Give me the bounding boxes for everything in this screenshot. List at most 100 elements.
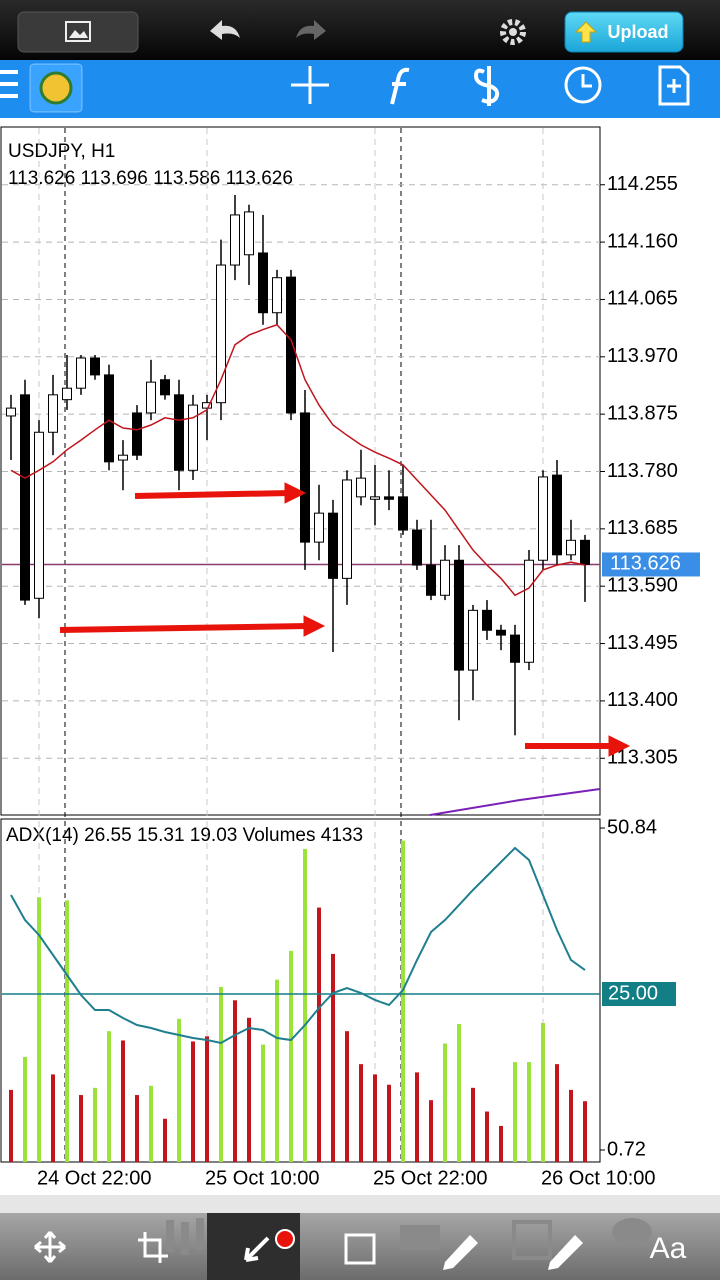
bottom-strip — [0, 1195, 720, 1213]
volume-bar — [107, 1031, 111, 1162]
candle-body — [20, 394, 30, 601]
x-tick-label: 24 Oct 22:00 — [37, 1167, 152, 1189]
volume-bar — [93, 1087, 97, 1162]
volume-bar — [513, 1062, 517, 1162]
candle-body — [104, 374, 114, 463]
arrow — [59, 623, 309, 633]
volume-bar — [121, 1040, 125, 1162]
comment-tool[interactable] — [612, 1218, 652, 1246]
gallery-icon — [65, 21, 91, 42]
list-tool[interactable] — [512, 1220, 552, 1260]
volume-bar — [373, 1074, 377, 1162]
candle-body — [174, 394, 184, 471]
volume-bar — [37, 897, 41, 1162]
crosshair-button[interactable] — [291, 66, 329, 104]
volume-bar — [331, 953, 335, 1162]
candle-body — [62, 387, 72, 401]
candle-body — [314, 512, 324, 543]
candle-body — [342, 479, 352, 579]
volume-bar — [401, 840, 405, 1162]
candle-body — [118, 454, 128, 461]
volume-bar — [387, 1084, 391, 1162]
volume-bar — [163, 1118, 167, 1162]
template-button[interactable] — [658, 65, 690, 106]
level-box — [602, 982, 676, 1007]
candle-body — [552, 474, 562, 556]
candle-body — [286, 276, 296, 414]
candle-body — [468, 609, 478, 671]
x-tick-label: 25 Oct 22:00 — [373, 1167, 488, 1189]
draw-tool-dot — [275, 1229, 295, 1249]
candle-body — [244, 211, 254, 256]
upload-button[interactable] — [564, 11, 684, 53]
volume-bar — [317, 907, 321, 1162]
candle-body — [34, 431, 44, 599]
menu-button[interactable] — [0, 70, 18, 98]
y-tick-label: 113.305 — [607, 747, 678, 769]
timeframe-button[interactable] — [564, 66, 602, 104]
volume-bar — [485, 1111, 489, 1162]
volume-bar — [219, 986, 223, 1162]
redo-button[interactable] — [296, 20, 326, 40]
volume-bar — [233, 1000, 237, 1162]
indicators-button[interactable] — [390, 67, 410, 105]
chart-type-tool[interactable] — [166, 1218, 204, 1255]
candle-body — [258, 252, 268, 314]
pencil-tool[interactable] — [443, 1235, 478, 1270]
candle-body — [76, 357, 86, 389]
settings-button[interactable] — [500, 19, 526, 45]
candle-body — [356, 477, 366, 498]
volume-bar — [23, 1056, 27, 1162]
draw-tool[interactable] — [244, 1236, 270, 1262]
shape-tool[interactable] — [344, 1233, 376, 1265]
crop-tool[interactable] — [138, 1232, 168, 1263]
candle-body — [412, 529, 422, 566]
y-tick-label: 114.160 — [607, 230, 678, 252]
edit-tool[interactable] — [548, 1235, 583, 1270]
volume-bar — [247, 1017, 251, 1162]
candle-body — [230, 214, 240, 266]
text-tool[interactable]: Aa — [650, 1232, 687, 1265]
arrow — [134, 490, 291, 499]
volume-bar — [135, 1095, 139, 1162]
candle-body — [426, 564, 436, 596]
volume-bar — [205, 1036, 209, 1162]
gallery-button[interactable] — [17, 11, 139, 53]
move-tool[interactable] — [34, 1231, 66, 1263]
volume-bar — [65, 900, 69, 1162]
volume-bar — [555, 1064, 559, 1162]
gallery-icon-mountain — [69, 30, 88, 38]
volume-bar — [583, 1101, 587, 1162]
y-tick-label: 113.685 — [607, 517, 678, 539]
candle-body — [566, 539, 576, 556]
volume-bar — [415, 1072, 419, 1162]
volume-bar — [177, 1018, 181, 1162]
toolbar — [0, 60, 720, 118]
candle-body — [188, 404, 198, 471]
y-tick-label: 50.84 — [607, 816, 657, 838]
volume-bar — [261, 1044, 265, 1162]
objects-tool[interactable] — [400, 1225, 440, 1250]
arrow-head — [608, 735, 631, 757]
candle-body — [524, 559, 534, 663]
candle-body — [48, 394, 58, 433]
upload-icon — [574, 21, 598, 43]
y-tick-label: 114.255 — [607, 173, 678, 195]
indicator-line-fragment — [429, 788, 601, 816]
upload-label: Upload — [608, 22, 669, 42]
ohlc-readout: 113.626 113.696 113.586 113.626 — [8, 168, 293, 189]
volume-bar — [51, 1074, 55, 1162]
candle-body — [398, 496, 408, 531]
y-tick-label: 113.400 — [607, 689, 678, 711]
y-tick-label: 113.495 — [607, 632, 678, 654]
y-tick-label: 113.590 — [607, 574, 678, 596]
arrow-head — [303, 615, 326, 637]
moving-average — [10, 323, 586, 597]
candle-body — [90, 357, 100, 376]
x-tick-label: 26 Oct 10:00 — [541, 1167, 656, 1189]
candle-body — [272, 277, 282, 314]
trade-button[interactable] — [473, 66, 500, 106]
y-tick-label: 113.780 — [607, 460, 678, 482]
undo-button[interactable] — [210, 20, 240, 40]
